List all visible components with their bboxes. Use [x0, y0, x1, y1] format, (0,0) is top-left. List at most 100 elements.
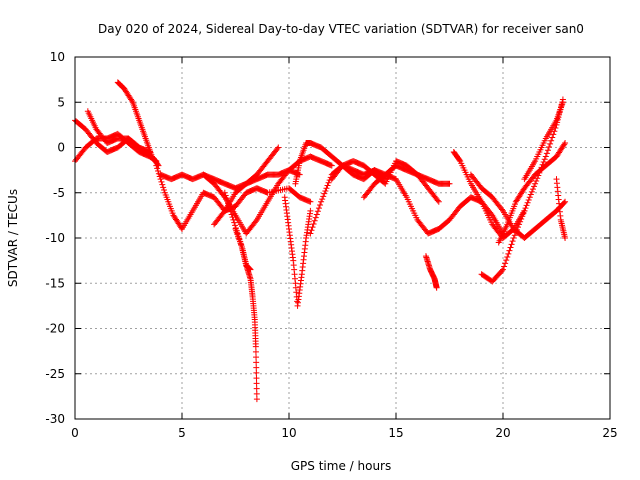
data-points — [72, 79, 569, 403]
data-point — [231, 219, 238, 226]
data-point — [527, 191, 534, 198]
y-tick-label: -15 — [45, 276, 65, 290]
data-point — [221, 189, 228, 196]
data-point — [253, 380, 260, 387]
data-point — [505, 250, 512, 257]
data-point — [154, 165, 161, 172]
data-point — [227, 208, 234, 215]
data-point — [500, 266, 506, 273]
data-point — [224, 197, 231, 204]
data-point — [153, 162, 160, 169]
x-tick-label: 5 — [178, 426, 186, 440]
data-point — [253, 354, 260, 361]
y-tick-label: 5 — [57, 95, 65, 109]
data-point — [225, 200, 232, 207]
data-point — [503, 257, 510, 264]
data-point — [321, 190, 328, 197]
data-point — [542, 153, 549, 160]
data-point — [253, 396, 260, 403]
data-point — [509, 238, 516, 245]
x-axis-label: GPS time / hours — [291, 459, 392, 473]
data-point — [319, 196, 326, 203]
data-point — [253, 390, 260, 397]
data-point — [550, 131, 557, 138]
data-point — [525, 196, 532, 203]
data-point — [159, 181, 166, 188]
data-point — [501, 263, 508, 270]
data-point — [308, 227, 315, 234]
data-point — [222, 192, 229, 199]
data-point — [328, 162, 335, 169]
data-point — [524, 199, 531, 206]
data-point — [528, 188, 535, 195]
x-tick-label: 10 — [281, 426, 296, 440]
data-point — [220, 209, 227, 216]
data-point — [519, 213, 526, 220]
data-point — [252, 218, 259, 225]
data-point — [512, 229, 519, 236]
data-point — [274, 145, 281, 152]
y-axis-label: SDTVAR / TECUs — [6, 189, 20, 287]
data-point — [226, 203, 233, 210]
data-point — [161, 187, 168, 194]
data-point — [549, 134, 556, 141]
data-point — [520, 210, 527, 217]
data-point — [318, 198, 325, 205]
data-point — [307, 230, 314, 237]
data-point — [158, 178, 165, 185]
data-point — [526, 194, 533, 201]
x-tick-label: 25 — [602, 426, 617, 440]
data-point — [529, 186, 536, 193]
data-point — [253, 369, 260, 376]
data-point — [562, 235, 569, 241]
x-tick-label: 15 — [388, 426, 403, 440]
data-point — [504, 254, 511, 261]
data-point — [508, 241, 515, 248]
data-point — [253, 364, 260, 371]
data-point — [314, 208, 321, 215]
data-point — [252, 343, 259, 350]
data-point — [307, 198, 314, 205]
data-point — [312, 214, 319, 221]
y-tick-label: -5 — [53, 186, 65, 200]
data-point — [543, 150, 550, 157]
data-point — [546, 144, 553, 151]
data-point — [155, 168, 162, 175]
data-point — [562, 198, 569, 205]
data-point — [456, 157, 463, 164]
data-point — [532, 180, 539, 187]
axis-ticks: 0 5 10 15 20 25 -30 -25 -20 -15 -10 -5 0 5 10 — [45, 50, 617, 440]
data-point — [523, 202, 530, 209]
y-tick-label: -30 — [45, 412, 65, 426]
data-point — [160, 184, 167, 191]
data-point — [561, 141, 568, 148]
data-point — [533, 177, 540, 184]
data-point — [229, 214, 236, 221]
data-point — [252, 348, 259, 355]
data-point — [541, 156, 548, 163]
data-point — [253, 385, 260, 392]
data-point — [230, 216, 237, 223]
data-point — [309, 224, 316, 231]
data-point — [247, 266, 254, 273]
data-point — [502, 260, 509, 267]
data-point — [324, 182, 331, 189]
data-point — [531, 183, 538, 190]
data-point — [562, 139, 569, 146]
x-tick-label: 20 — [495, 426, 510, 440]
data-point — [507, 244, 514, 251]
data-point — [534, 175, 541, 182]
data-point — [516, 221, 523, 228]
data-point — [498, 267, 505, 274]
data-point — [320, 193, 327, 200]
data-point — [307, 207, 314, 214]
data-point — [559, 99, 566, 106]
data-point — [311, 217, 318, 224]
data-point — [540, 158, 547, 165]
y-tick-label: -25 — [45, 367, 65, 381]
grid-lines — [75, 57, 610, 419]
y-tick-label: -20 — [45, 322, 65, 336]
data-point — [154, 161, 161, 168]
x-tick-label: 0 — [71, 426, 79, 440]
